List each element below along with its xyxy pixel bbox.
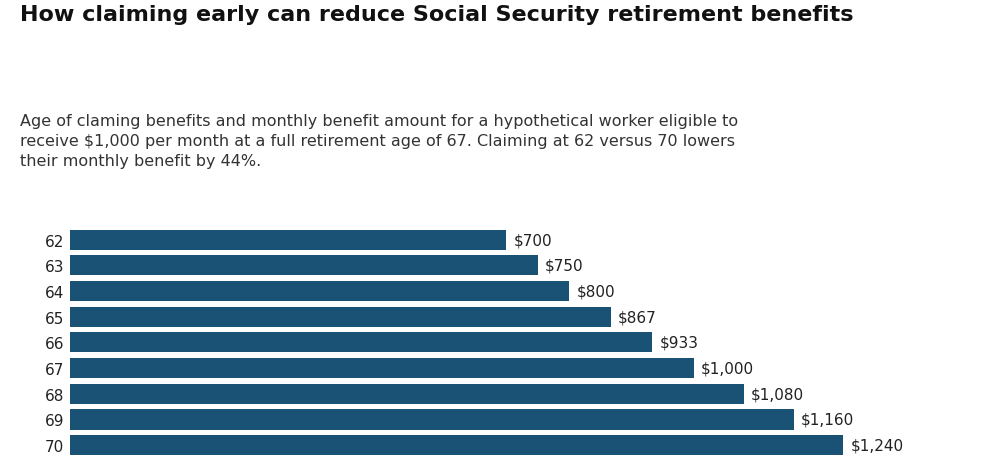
Text: $1,160: $1,160: [801, 412, 854, 427]
Bar: [70, 358, 694, 378]
Bar: [70, 410, 793, 430]
Text: $1,240: $1,240: [851, 438, 904, 453]
Text: $750: $750: [545, 258, 584, 273]
Text: $1,000: $1,000: [701, 361, 755, 376]
Text: $1,080: $1,080: [751, 387, 804, 401]
Bar: [70, 333, 651, 353]
Bar: [70, 307, 611, 327]
Text: $700: $700: [514, 233, 552, 248]
Text: $933: $933: [659, 335, 698, 350]
Bar: [70, 384, 744, 404]
Text: $800: $800: [576, 284, 615, 299]
Bar: [70, 230, 506, 250]
Bar: [70, 435, 843, 455]
Bar: [70, 256, 537, 276]
Text: How claiming early can reduce Social Security retirement benefits: How claiming early can reduce Social Sec…: [20, 5, 853, 25]
Text: Age of claming benefits and monthly benefit amount for a hypothetical worker eli: Age of claming benefits and monthly bene…: [20, 114, 738, 169]
Bar: [70, 281, 569, 301]
Text: $867: $867: [619, 309, 657, 325]
